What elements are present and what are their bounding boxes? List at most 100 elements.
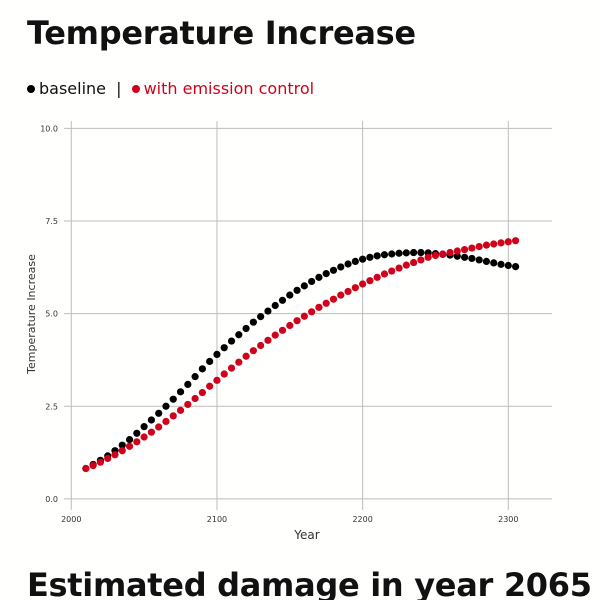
emission-control-point (511, 237, 520, 245)
series-emission-control (82, 237, 520, 473)
baseline-point (213, 350, 221, 358)
emission-control-point (242, 352, 250, 360)
emission-control-point (497, 239, 505, 247)
emission-control-point (82, 464, 90, 473)
baseline-point (235, 331, 243, 339)
emission-control-point (504, 238, 512, 246)
baseline-point (264, 307, 272, 315)
emission-control-point (293, 317, 301, 325)
x-axis-label: Year (293, 528, 319, 542)
emission-control-point (395, 264, 403, 272)
emission-control-point (155, 423, 163, 431)
baseline-point (490, 259, 498, 267)
emission-control-point (147, 428, 156, 436)
emission-control-point (118, 447, 126, 455)
emission-control-point (431, 251, 440, 260)
baseline-point (322, 270, 330, 278)
baseline-point (366, 253, 374, 261)
emission-control-point (380, 270, 389, 278)
emission-control-point (96, 458, 105, 466)
emission-control-point (162, 417, 170, 426)
baseline-point (286, 291, 294, 299)
baseline-point (257, 313, 265, 321)
baseline-point (242, 324, 250, 333)
y-tick-label: 0.0 (45, 495, 58, 504)
emission-control-point (453, 247, 461, 255)
emission-control-point (271, 331, 279, 339)
x-tick-label: 2000 (61, 515, 81, 524)
page-title: Temperature Increase (27, 14, 416, 52)
emission-control-point (424, 253, 432, 261)
baseline-point (453, 252, 461, 260)
emission-control-point (257, 341, 265, 350)
baseline-point (198, 365, 206, 373)
emission-control-point (176, 406, 185, 414)
baseline-point (176, 388, 185, 396)
emission-control-point (417, 256, 425, 264)
emission-control-point (300, 312, 308, 320)
baseline-point (140, 423, 148, 431)
emission-control-point (366, 277, 374, 285)
emission-control-point (249, 347, 257, 355)
baseline-point (351, 257, 359, 266)
emission-control-point (329, 295, 338, 303)
y-tick-label: 10.0 (40, 124, 58, 133)
y-axis-label: Temperature Increase (25, 254, 38, 375)
legend-item-baseline: baseline (27, 79, 111, 98)
baseline-point (227, 337, 236, 345)
legend: baseline | with emission control (27, 79, 314, 98)
x-tick-label: 2300 (498, 515, 518, 524)
baseline-point (511, 262, 520, 271)
emission-control-point (359, 280, 367, 288)
emission-control-point (315, 303, 323, 311)
emission-control-point (344, 287, 352, 296)
baseline-point (410, 248, 418, 257)
baseline-point (169, 395, 177, 403)
baseline-point (344, 260, 352, 268)
legend-label-emission-control: with emission control (143, 79, 315, 98)
baseline-point (402, 249, 410, 257)
baseline-point (300, 282, 308, 290)
emission-control-point (184, 400, 192, 409)
baseline-point (460, 253, 469, 261)
baseline-point (118, 441, 126, 449)
baseline-point (147, 416, 156, 424)
emission-control-point (133, 438, 141, 446)
emission-control-point (460, 245, 469, 254)
baseline-point (475, 256, 483, 264)
emission-control-point (89, 461, 97, 470)
y-tick-labels: 0.0 2.5 5.0 7.5 10.0 (40, 124, 58, 503)
baseline-point (191, 373, 199, 381)
baseline-point (278, 296, 287, 304)
y-tick-label: 2.5 (45, 402, 58, 411)
emission-control-point (410, 258, 418, 267)
baseline-point (417, 248, 425, 257)
emission-control-point (351, 284, 359, 292)
emission-control-point (402, 261, 410, 269)
data-points (82, 237, 520, 473)
emission-control-point (169, 412, 177, 420)
baseline-point (155, 409, 163, 417)
emission-control-point (308, 308, 316, 316)
emission-control-point (439, 250, 447, 258)
emission-control-point (111, 451, 119, 459)
y-tick-label: 5.0 (45, 310, 58, 319)
baseline-point (271, 301, 279, 310)
temperature-chart: 0.0 2.5 5.0 7.5 10.0 2000 2100 2200 2300 Year T… (25, 121, 552, 542)
baseline-point (293, 286, 301, 294)
emission-control-point (475, 242, 483, 251)
baseline-point (308, 277, 316, 286)
y-tick-label: 7.5 (45, 217, 58, 226)
baseline-point (329, 266, 338, 274)
emission-control-point (388, 267, 396, 275)
baseline-point (388, 250, 396, 258)
emission-control-point (235, 358, 243, 366)
legend-item-emission-control: with emission control (131, 79, 315, 98)
baseline-point (380, 251, 389, 259)
emission-control-point (213, 376, 221, 384)
legend-separator: | (116, 79, 122, 98)
baseline-point (468, 254, 476, 263)
emission-control-point (482, 241, 491, 249)
emission-control-point (373, 273, 381, 281)
